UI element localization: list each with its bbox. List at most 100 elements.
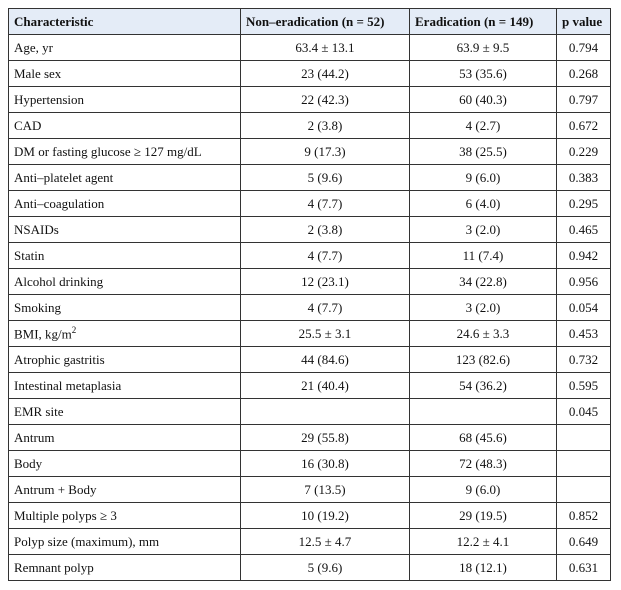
value-cell: 60 (40.3) [409, 86, 557, 113]
value-cell: 123 (82.6) [409, 346, 557, 373]
value-cell: 7 (13.5) [240, 476, 410, 503]
label-text: BMI, kg/m [14, 326, 72, 342]
table-body: Age, yr 63.4 ± 13.1 63.9 ± 9.5 0.794 Male se… [8, 34, 611, 581]
row-label: Antrum + Body [8, 476, 241, 503]
table-row: Antrum + Body 7 (13.5) 9 (6.0) [8, 476, 611, 503]
table-row: Alcohol drinking 12 (23.1) 34 (22.8) 0.956 [8, 268, 611, 295]
row-label: Remnant polyp [8, 554, 241, 581]
table-container: Characteristic Non–eradication (n = 52) Er… [8, 8, 611, 581]
row-label: Hypertension [8, 86, 241, 113]
row-label: NSAIDs [8, 216, 241, 243]
table-row: Remnant polyp 5 (9.6) 18 (12.1) 0.631 [8, 554, 611, 581]
value-cell: 4 (7.7) [240, 242, 410, 269]
value-cell: 63.4 ± 13.1 [240, 34, 410, 61]
value-cell: 0.453 [556, 320, 611, 347]
superscript: 2 [71, 324, 77, 335]
table-row: Body 16 (30.8) 72 (48.3) [8, 450, 611, 477]
value-cell: 0.465 [556, 216, 611, 243]
table-row: DM or fasting glucose ≥ 127 mg/dL 9 (17.3… [8, 138, 611, 165]
value-cell: 4 (7.7) [240, 294, 410, 321]
value-cell: 2 (3.8) [240, 216, 410, 243]
table-row: Intestinal metaplasia 21 (40.4) 54 (36.2) 0… [8, 372, 611, 399]
value-cell: 11 (7.4) [409, 242, 557, 269]
value-cell: 0.794 [556, 34, 611, 61]
value-cell: 18 (12.1) [409, 554, 557, 581]
value-cell: 12.2 ± 4.1 [409, 528, 557, 555]
value-cell: 5 (9.6) [240, 164, 410, 191]
value-cell: 34 (22.8) [409, 268, 557, 295]
value-cell: 72 (48.3) [409, 450, 557, 477]
value-cell: 4 (7.7) [240, 190, 410, 217]
table-row: Multiple polyps ≥ 3 10 (19.2) 29 (19.5) 0.8… [8, 502, 611, 529]
empty-cell [409, 398, 557, 425]
value-cell: 23 (44.2) [240, 60, 410, 87]
value-cell: 0.942 [556, 242, 611, 269]
row-label: Antrum [8, 424, 241, 451]
empty-cell [240, 398, 410, 425]
row-label: Male sex [8, 60, 241, 87]
value-cell: 0.054 [556, 294, 611, 321]
table-row: Antrum 29 (55.8) 68 (45.6) [8, 424, 611, 451]
row-label: Anti–coagulation [8, 190, 241, 217]
value-cell: 12.5 ± 4.7 [240, 528, 410, 555]
value-cell: 9 (6.0) [409, 476, 557, 503]
value-cell: 44 (84.6) [240, 346, 410, 373]
empty-cell [556, 450, 611, 477]
row-label: Intestinal metaplasia [8, 372, 241, 399]
row-label: Alcohol drinking [8, 268, 241, 295]
row-label: DM or fasting glucose ≥ 127 mg/dL [8, 138, 241, 165]
header-cell: p value [556, 8, 611, 35]
table-row: Polyp size (maximum), mm 12.5 ± 4.7 12.2 ±… [8, 528, 611, 555]
value-cell: 6 (4.0) [409, 190, 557, 217]
header-cell: Non–eradication (n = 52) [240, 8, 410, 35]
value-cell: 54 (36.2) [409, 372, 557, 399]
value-cell: 25.5 ± 3.1 [240, 320, 410, 347]
table-row: BMI, kg/m2 25.5 ± 3.1 24.6 ± 3.3 0.453 [8, 320, 611, 347]
value-cell: 10 (19.2) [240, 502, 410, 529]
table-row: NSAIDs 2 (3.8) 3 (2.0) 0.465 [8, 216, 611, 243]
table-row: Smoking 4 (7.7) 3 (2.0) 0.054 [8, 294, 611, 321]
value-cell: 5 (9.6) [240, 554, 410, 581]
value-cell: 16 (30.8) [240, 450, 410, 477]
row-label: Smoking [8, 294, 241, 321]
row-label: CAD [8, 112, 241, 139]
value-cell: 68 (45.6) [409, 424, 557, 451]
value-cell: 9 (17.3) [240, 138, 410, 165]
header-cell: Characteristic [8, 8, 241, 35]
row-label: Statin [8, 242, 241, 269]
row-label: Atrophic gastritis [8, 346, 241, 373]
table-row: Atrophic gastritis 44 (84.6) 123 (82.6) 0.7… [8, 346, 611, 373]
value-cell: 29 (19.5) [409, 502, 557, 529]
header-row: Characteristic Non–eradication (n = 52) Er… [8, 8, 611, 35]
value-cell: 12 (23.1) [240, 268, 410, 295]
value-cell: 9 (6.0) [409, 164, 557, 191]
value-cell: 0.672 [556, 112, 611, 139]
table-row: Male sex 23 (44.2) 53 (35.6) 0.268 [8, 60, 611, 87]
value-cell: 0.383 [556, 164, 611, 191]
value-cell: 0.956 [556, 268, 611, 295]
data-table: Characteristic Non–eradication (n = 52) Er… [8, 8, 611, 581]
row-label: EMR site [8, 398, 241, 425]
value-cell: 38 (25.5) [409, 138, 557, 165]
row-label: Polyp size (maximum), mm [8, 528, 241, 555]
table-row: Anti–coagulation 4 (7.7) 6 (4.0) 0.295 [8, 190, 611, 217]
header-cell: Eradication (n = 149) [409, 8, 557, 35]
table-row: Age, yr 63.4 ± 13.1 63.9 ± 9.5 0.794 [8, 34, 611, 61]
row-label: Anti–platelet agent [8, 164, 241, 191]
value-cell: 0.649 [556, 528, 611, 555]
empty-cell [556, 424, 611, 451]
value-cell: 0.732 [556, 346, 611, 373]
row-label: BMI, kg/m2 [8, 320, 241, 347]
value-cell: 63.9 ± 9.5 [409, 34, 557, 61]
table-row: Hypertension 22 (42.3) 60 (40.3) 0.797 [8, 86, 611, 113]
value-cell: 24.6 ± 3.3 [409, 320, 557, 347]
value-cell: 22 (42.3) [240, 86, 410, 113]
table-row: EMR site 0.045 [8, 398, 611, 425]
value-cell: 0.797 [556, 86, 611, 113]
table-row: CAD 2 (3.8) 4 (2.7) 0.672 [8, 112, 611, 139]
value-cell: 21 (40.4) [240, 372, 410, 399]
value-cell: 2 (3.8) [240, 112, 410, 139]
table-row: Statin 4 (7.7) 11 (7.4) 0.942 [8, 242, 611, 269]
row-label: Age, yr [8, 34, 241, 61]
